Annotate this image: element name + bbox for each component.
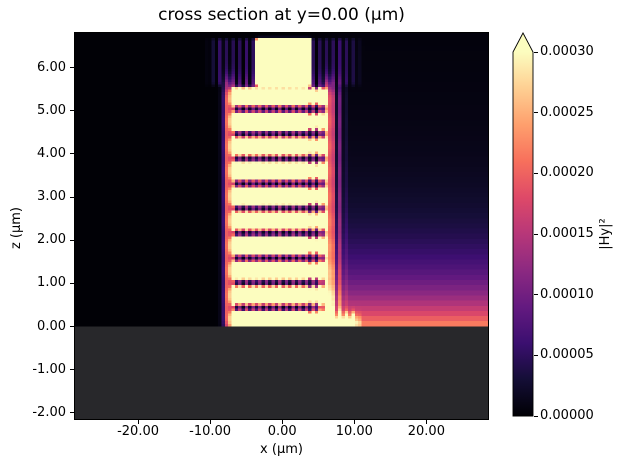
colorbar-tick-mark — [534, 172, 538, 174]
y-tick-label: 1.00 — [37, 275, 66, 291]
colorbar-tick-mark — [534, 112, 538, 114]
x-tick-mark — [210, 420, 212, 424]
x-tick-mark — [282, 420, 284, 424]
x-tick-label: 10.00 — [335, 424, 373, 439]
colorbar-tick-mark — [534, 415, 538, 417]
y-tick-mark — [70, 239, 74, 241]
colorbar-tick-label: 0.00030 — [540, 44, 594, 59]
y-tick-mark — [70, 67, 74, 69]
y-tick-label: 5.00 — [37, 102, 66, 118]
colorbar-tick-label: 0.00005 — [540, 347, 594, 363]
y-tick-label: 6.00 — [37, 59, 66, 75]
colorbar-tick-label: 0.00010 — [540, 286, 594, 302]
plot-title: cross section at y=0.00 (μm) — [158, 5, 405, 25]
colorbar-tick-mark — [534, 294, 538, 296]
x-tick-label: -20.00 — [117, 424, 160, 439]
y-tick-mark — [70, 326, 74, 328]
y-tick-mark — [70, 369, 74, 371]
colorbar-tick-label: 0.00020 — [540, 165, 594, 181]
colorbar-tick-mark — [534, 51, 538, 53]
y-tick-label: 2.00 — [37, 232, 66, 248]
colorbar-tick-label: 0.00000 — [540, 408, 594, 423]
x-tick-label: 0.00 — [267, 424, 297, 439]
colorbar-gradient-with-extend-arrow — [512, 32, 534, 417]
colorbar-tick-label: 0.00015 — [540, 226, 594, 241]
colorbar — [512, 32, 534, 417]
y-tick-mark — [70, 282, 74, 284]
x-tick-label: -10.00 — [189, 424, 232, 439]
y-tick-label: 4.00 — [37, 145, 66, 161]
x-axis-label: x (μm) — [260, 442, 303, 457]
colorbar-tick-label: 0.00025 — [540, 104, 594, 120]
x-tick-mark — [426, 420, 428, 424]
x-tick-label: 20.00 — [407, 424, 445, 439]
y-tick-mark — [70, 110, 74, 112]
heatmap-canvas — [75, 33, 488, 419]
colorbar-tick-mark — [534, 354, 538, 356]
y-tick-label: 0.00 — [37, 318, 66, 334]
x-tick-mark — [138, 420, 140, 424]
y-tick-label: -2.00 — [32, 404, 66, 420]
x-tick-mark — [354, 420, 356, 424]
colorbar-label: |Hy|² — [598, 218, 613, 250]
y-tick-mark — [70, 412, 74, 414]
plot-area — [74, 32, 489, 420]
colorbar-tick-mark — [534, 233, 538, 235]
y-tick-label: 3.00 — [37, 189, 66, 205]
y-tick-label: -1.00 — [32, 361, 66, 377]
y-tick-mark — [70, 153, 74, 155]
y-tick-mark — [70, 196, 74, 198]
